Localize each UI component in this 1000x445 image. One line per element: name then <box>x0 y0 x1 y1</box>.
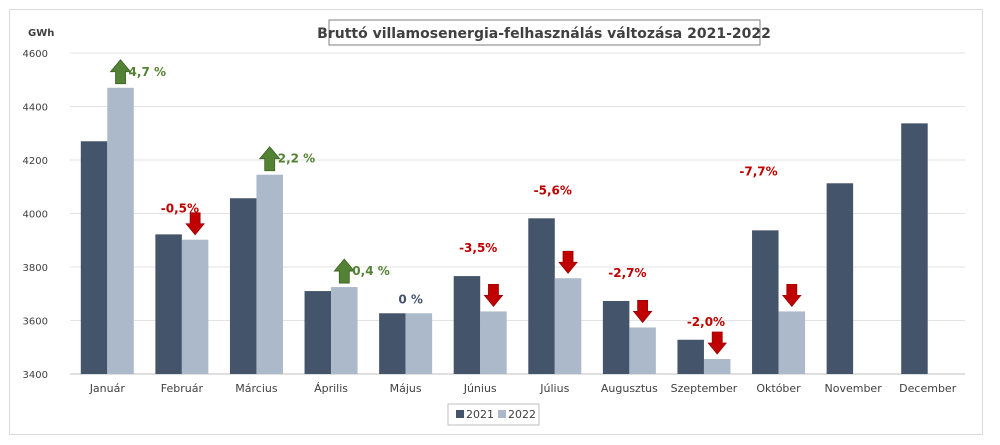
legend-swatch <box>498 410 506 418</box>
bar-2021-január <box>80 141 108 374</box>
gridlines <box>70 52 965 375</box>
bar-2021-május <box>379 313 406 374</box>
title-box <box>328 19 761 46</box>
change-label: -3,5% <box>459 241 497 255</box>
change-label: 0,4 % <box>352 264 389 278</box>
legend-swatch <box>456 410 464 418</box>
x-axis: Január Február Március Április Május Június Jú… <box>89 382 957 395</box>
y-tick-label: 4000 <box>23 210 48 221</box>
bar-2021-április <box>304 291 332 374</box>
x-tick-label: Február <box>161 382 204 395</box>
bar-2022-július <box>554 278 582 374</box>
change-label: -0,5% <box>161 201 199 215</box>
y-tick-label: 3400 <box>23 370 48 381</box>
y-tick-label: 3800 <box>23 263 48 274</box>
bar-2022-szeptember <box>703 359 731 374</box>
x-tick-label: Augusztus <box>601 382 658 395</box>
down-arrow-icon <box>632 300 653 324</box>
change-label: -2,7% <box>608 266 646 280</box>
change-label: -7,7% <box>739 164 777 178</box>
bars <box>80 87 928 375</box>
down-arrow-icon <box>483 284 504 308</box>
y-tick-label: 4400 <box>23 103 48 114</box>
legend-label: 2022 <box>508 408 536 421</box>
bar-2022-március <box>256 174 283 374</box>
bar-2022-augusztus <box>629 327 656 374</box>
y-tick-label: 3600 <box>23 317 48 328</box>
chart-frame <box>9 9 983 435</box>
x-tick-label: Április <box>314 382 348 395</box>
x-tick-label: Október <box>756 382 801 395</box>
x-tick-label: Március <box>235 382 278 395</box>
x-tick-label: Június <box>463 382 497 395</box>
bar-2021-november <box>826 183 854 374</box>
bar-2021-március <box>229 198 257 374</box>
up-arrow-icon <box>258 146 281 172</box>
y-tick-label: 4600 <box>23 49 48 60</box>
down-arrow-icon <box>707 331 728 355</box>
bar-2022-január <box>107 87 134 375</box>
change-label: -2,0% <box>687 315 725 329</box>
bar-2021-október <box>752 230 779 374</box>
annotations: 4,7 % -0,5% 2,2 % 0,4 % 0 % -3,5% -5,6% -2,7% -2… <box>109 59 802 355</box>
bar-2022-február <box>181 239 209 374</box>
bar-2022-október <box>778 311 806 374</box>
x-tick-label: Szeptember <box>671 382 738 395</box>
down-arrow-icon <box>558 250 578 274</box>
y-axis-label: GWh <box>28 28 54 39</box>
bar-2021-szeptember <box>677 339 704 374</box>
bar-2021-december <box>901 123 928 374</box>
bar-2021-augusztus <box>602 300 630 374</box>
down-arrow-icon <box>781 284 802 308</box>
legend-label: 2021 <box>466 408 494 421</box>
legend: 2021 2022 <box>447 403 540 426</box>
change-label: 0 % <box>398 292 423 306</box>
down-arrow-icon <box>185 212 205 236</box>
chart-title: Bruttó villamosenergia-felhasználás vált… <box>317 26 771 42</box>
change-label: 2,2 % <box>278 152 315 166</box>
x-tick-label: Január <box>89 382 126 395</box>
y-tick-label: 4200 <box>23 156 48 167</box>
bar-2022-június <box>480 311 507 374</box>
bar-2021-június <box>453 276 481 374</box>
up-arrow-icon <box>109 59 132 85</box>
x-tick-label: Május <box>390 382 422 395</box>
y-axis: 3400 3600 3800 4000 4200 4400 4600 <box>23 49 48 381</box>
legend-box <box>447 403 540 426</box>
bar-2021-február <box>155 234 182 374</box>
x-tick-label: December <box>899 382 957 395</box>
change-label: -5,6% <box>534 183 572 197</box>
change-label: 4,7 % <box>129 65 166 79</box>
up-arrow-icon <box>333 258 356 284</box>
bar-2022-május <box>405 313 433 374</box>
x-tick-label: November <box>825 382 883 395</box>
bar-2021-július <box>528 218 555 374</box>
x-tick-label: Július <box>539 382 569 395</box>
bar-2022-április <box>331 287 358 374</box>
